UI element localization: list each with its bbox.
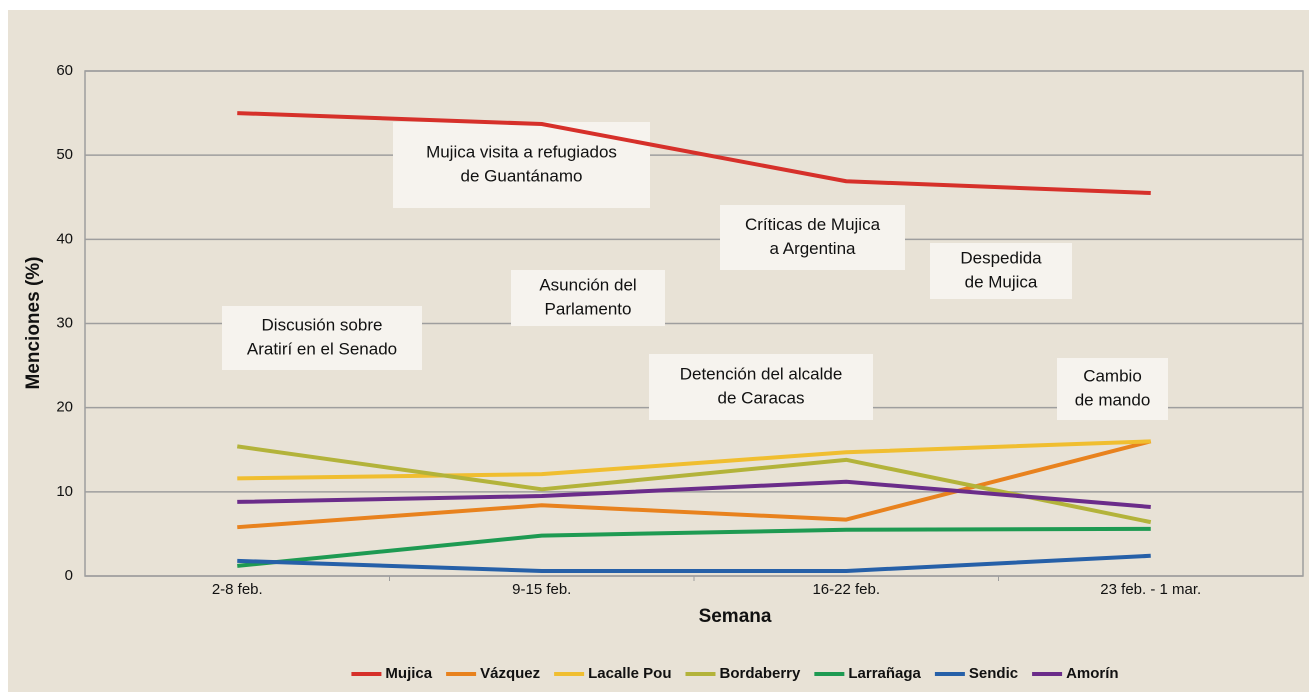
legend-label: Sendic — [969, 665, 1018, 682]
y-tick-label: 60 — [56, 62, 73, 79]
annotation-text: de mando — [1075, 390, 1151, 409]
annotation-box — [649, 354, 873, 420]
annotation-text: Mujica visita a refugiados — [426, 142, 617, 161]
series-line — [237, 111, 1151, 196]
annotation-box — [720, 205, 905, 270]
annotation-box — [393, 122, 650, 208]
y-axis-label: Menciones (%) — [23, 256, 44, 389]
annotation-text: de Mujica — [965, 272, 1038, 291]
legend-label: Bordaberry — [719, 665, 801, 682]
y-tick-label: 0 — [65, 567, 73, 584]
annotation-text: Despedida — [960, 248, 1042, 267]
y-tick-label: 20 — [56, 399, 73, 416]
legend-label: Mujica — [385, 665, 432, 682]
series-line — [237, 439, 1152, 530]
legend: Mujica Vázquez Lacalle Pou Bordaberry Larrañ… — [351, 665, 1119, 682]
annotation-text: Parlamento — [545, 299, 632, 318]
y-tick-label: 50 — [56, 146, 73, 163]
series-line — [236, 444, 1152, 525]
annotation-text: Críticas de Mujica — [745, 215, 881, 234]
annotation-text: de Guantánamo — [461, 166, 583, 185]
series-line — [237, 439, 1151, 481]
legend-label: Lacalle Pou — [588, 665, 671, 682]
annotation-box — [511, 270, 665, 326]
legend-label: Larrañaga — [848, 665, 921, 682]
annotation-box — [930, 243, 1072, 299]
x-tick-label: 23 feb. - 1 mar. — [1100, 581, 1201, 598]
annotation-text: Discusión sobre — [262, 315, 383, 334]
annotation-text: Asunción del — [539, 275, 636, 294]
annotation-box — [1057, 358, 1168, 420]
y-tick-label: 10 — [56, 483, 73, 500]
annotation-text: a Argentina — [769, 239, 856, 258]
annotation-text: Cambio — [1083, 366, 1142, 385]
legend-label: Amorín — [1066, 665, 1119, 682]
series-line — [237, 526, 1151, 568]
legend-label: Vázquez — [480, 665, 540, 682]
x-tick-label: 9-15 feb. — [512, 581, 571, 598]
x-tick-label: 2-8 feb. — [212, 581, 263, 598]
x-tick-label: 16-22 feb. — [812, 581, 880, 598]
annotation-text: Detención del alcalde — [680, 364, 843, 383]
annotation-box — [222, 306, 422, 370]
y-tick-label: 40 — [56, 230, 73, 247]
y-tick-label: 30 — [56, 314, 73, 331]
series-line — [237, 479, 1151, 509]
annotation-text: de Caracas — [718, 388, 805, 407]
x-axis-label: Semana — [699, 606, 772, 627]
series-line — [237, 553, 1151, 573]
annotation-text: Aratirí en el Senado — [247, 339, 397, 358]
